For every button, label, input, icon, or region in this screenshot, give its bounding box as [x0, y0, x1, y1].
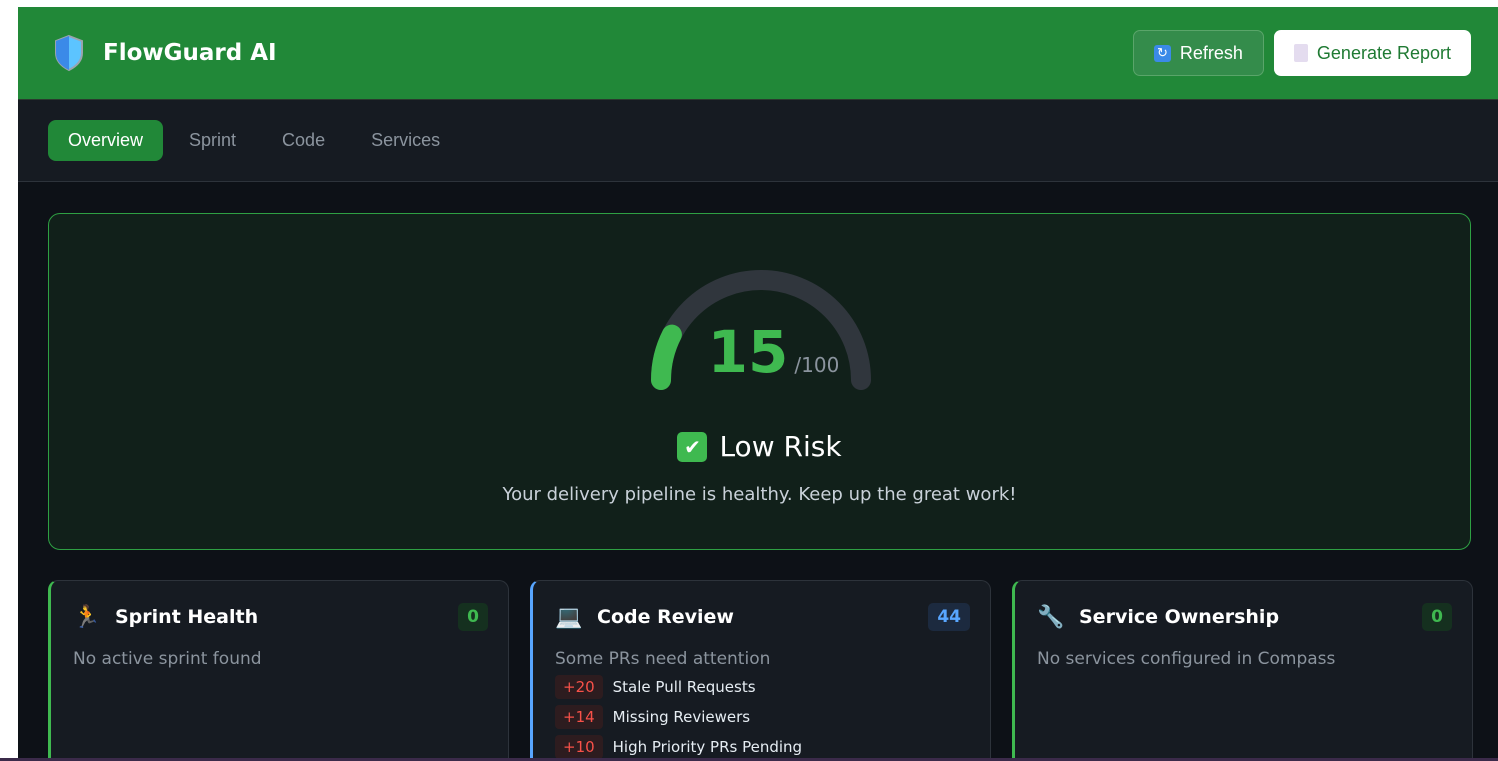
risk-gauge: [651, 270, 871, 390]
generate-report-label: Generate Report: [1316, 42, 1451, 63]
runner-icon: 🏃: [73, 604, 101, 630]
header: FlowGuard AI ↻ Refresh Generate Report: [18, 7, 1498, 100]
card-subtitle: No services configured in Compass: [1037, 649, 1336, 669]
gauge-fill: [651, 324, 682, 390]
risk-score: 15 /100: [49, 318, 1470, 386]
refresh-button[interactable]: ↻ Refresh: [1132, 30, 1264, 76]
app-title: FlowGuard AI: [103, 40, 277, 66]
list-item: +10 High Priority PRs Pending: [555, 735, 970, 758]
score-value: 15: [707, 318, 789, 386]
card-subtitle: Some PRs need attention: [555, 649, 771, 669]
wrench-icon: 🔧: [1037, 604, 1065, 630]
risk-level-label: Low Risk: [719, 430, 842, 463]
card-title: Service Ownership: [1079, 606, 1280, 628]
tab-overview[interactable]: Overview: [48, 120, 164, 161]
risk-level: ✔ Low Risk: [49, 430, 1470, 463]
service-ownership-card[interactable]: 🔧 Service Ownership 0 No services configur…: [1012, 580, 1473, 758]
app: FlowGuard AI ↻ Refresh Generate Report O…: [18, 7, 1498, 758]
card-title: Sprint Health: [115, 606, 259, 628]
laptop-icon: 💻: [555, 604, 583, 630]
list-item: +14 Missing Reviewers: [555, 705, 970, 729]
card-title: Code Review: [597, 606, 734, 628]
tab-services[interactable]: Services: [371, 130, 441, 150]
bottom-border: [0, 758, 1498, 761]
item-label: Missing Reviewers: [612, 708, 751, 726]
sprint-health-card[interactable]: 🏃 Sprint Health 0 No active sprint found: [48, 580, 509, 758]
code-review-card[interactable]: 💻 Code Review 44 Some PRs need attention +…: [530, 580, 991, 758]
refresh-icon: ↻: [1153, 44, 1171, 62]
tab-code[interactable]: Code: [282, 130, 326, 150]
tab-sprint[interactable]: Sprint: [189, 130, 237, 150]
generate-report-button[interactable]: Generate Report: [1273, 30, 1471, 76]
logo: FlowGuard AI: [53, 34, 277, 72]
item-label: Stale Pull Requests: [612, 678, 756, 696]
risk-score-panel: 15 /100 ✔ Low Risk Your delivery pipelin…: [48, 213, 1471, 550]
tab-bar: Overview Sprint Code Services: [18, 100, 1498, 182]
list-item: +20 Stale Pull Requests: [555, 675, 970, 699]
delta-badge: +20: [555, 675, 603, 699]
item-label: High Priority PRs Pending: [612, 738, 803, 756]
shield-icon: [55, 34, 83, 72]
card-badge: 0: [458, 603, 488, 631]
delta-badge: +14: [555, 705, 603, 729]
card-subtitle: No active sprint found: [73, 649, 262, 669]
delta-badge: +10: [555, 735, 603, 758]
document-icon: [1293, 44, 1308, 62]
score-max: /100: [794, 353, 840, 377]
refresh-label: Refresh: [1179, 42, 1243, 63]
card-badge: 44: [928, 603, 970, 631]
check-icon: ✔: [677, 431, 708, 462]
risk-message: Your delivery pipeline is healthy. Keep …: [502, 484, 1017, 505]
card-badge: 0: [1422, 603, 1452, 631]
